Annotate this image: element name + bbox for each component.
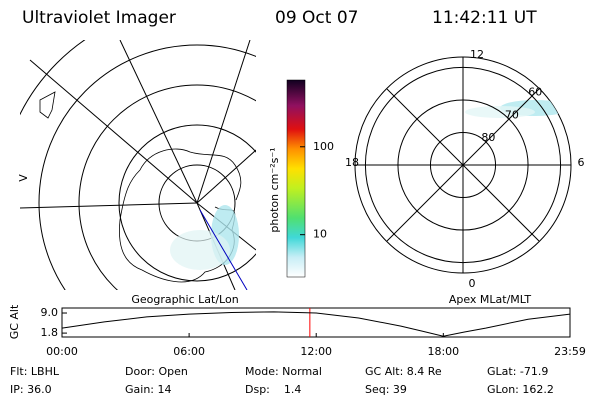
colorbar-label: photon cm⁻²s⁻¹ <box>268 147 281 232</box>
status-field: Seq: 39 <box>365 383 407 396</box>
status-field: Mode: Normal <box>245 365 322 378</box>
status-field: Door: Open <box>125 365 188 378</box>
lat-ring-label: 60 <box>528 86 542 99</box>
status-field: IP: 36.0 <box>10 383 52 396</box>
orbit-left-title: Geographic Lat/Lon <box>131 293 238 306</box>
orbit-right-title: Apex MLat/MLT <box>449 293 532 306</box>
x-tick-label: 18:00 <box>427 345 459 358</box>
mlt-label: 18 <box>345 156 359 169</box>
lat-ring <box>397 99 529 231</box>
geo-map <box>20 40 256 290</box>
x-tick-label: 00:00 <box>46 345 78 358</box>
colorbar-tick-label: 100 <box>313 140 334 153</box>
lat-ring <box>429 131 497 199</box>
status-field: GLat: -71.9 <box>487 365 548 378</box>
mlt-label: 6 <box>578 156 585 169</box>
x-tick-label: 06:00 <box>173 345 205 358</box>
mlt-label: 0 <box>469 277 476 290</box>
x-tick-label: 23:59 <box>554 345 586 358</box>
colorbar <box>286 79 306 278</box>
polar-plot <box>354 56 572 274</box>
map-side-label: V <box>17 174 30 182</box>
status-field: GLon: 162.2 <box>487 383 554 396</box>
mlt-label: 12 <box>470 48 484 61</box>
y-tick-label: 1.8 <box>41 326 59 339</box>
title: Ultraviolet Imager <box>22 8 176 28</box>
orbit-altitude-line <box>61 311 571 337</box>
status-field: Gain: 14 <box>125 383 172 396</box>
status-field: Dsp: 1.4 <box>245 383 301 396</box>
lat-ring <box>364 66 562 264</box>
lat-ring-label: 80 <box>481 131 495 144</box>
status-field: GC Alt: 8.4 Re <box>365 365 442 378</box>
x-tick-label: 12:00 <box>300 345 332 358</box>
orbit-ylabel: GC Alt <box>8 304 21 339</box>
status-field: Flt: LBHL <box>10 365 60 378</box>
date: 09 Oct 07 <box>275 8 358 28</box>
orbit-frame <box>61 307 571 338</box>
time: 11:42:11 UT <box>432 8 537 28</box>
lat-ring-label: 70 <box>505 108 519 121</box>
colorbar-tick-label: 10 <box>313 228 327 241</box>
y-tick-label: 9.0 <box>41 306 59 319</box>
